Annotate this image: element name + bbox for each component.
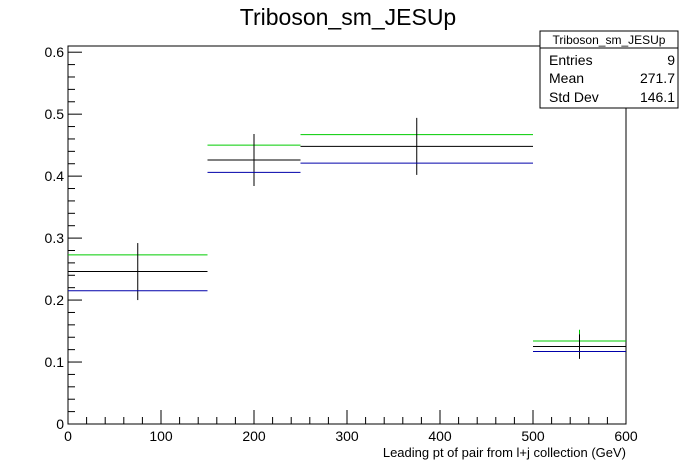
stats-stddev-value: 146.1 <box>640 89 675 105</box>
x-tick-label: 300 <box>335 428 359 444</box>
x-axis-title: Leading pt of pair from l+j collection (… <box>383 445 626 460</box>
stats-stddev-label: Std Dev <box>549 89 599 105</box>
series-group <box>68 134 626 342</box>
stats-box-title: Triboson_sm_JESUp <box>553 33 666 47</box>
x-tick-label: 0 <box>64 428 72 444</box>
y-tick-label: 0.3 <box>45 230 65 246</box>
x-tick-label: 600 <box>614 428 638 444</box>
chart-title: Triboson_sm_JESUp <box>240 4 456 30</box>
y-tick-label: 0.2 <box>45 292 65 308</box>
stats-entries-value: 9 <box>667 52 675 68</box>
histogram-series <box>68 117 626 359</box>
x-tick-label: 400 <box>428 428 452 444</box>
y-tick-label: 0.4 <box>45 168 65 184</box>
series-group <box>68 162 626 352</box>
y-tick-label: 0.6 <box>45 44 65 60</box>
y-tick-label: 0.1 <box>45 354 65 370</box>
y-axis: 0 0.1 0.2 0.3 0.4 0.5 0.6 <box>45 44 82 432</box>
error-bars-green <box>579 329 580 335</box>
x-tick-label: 100 <box>149 428 173 444</box>
x-tick-label: 500 <box>521 428 545 444</box>
x-axis: 0 100 200 300 400 500 600 <box>64 410 638 444</box>
stats-box-frame <box>539 30 679 109</box>
stats-entries-label: Entries <box>549 52 593 68</box>
y-tick-label: 0 <box>56 416 64 432</box>
stats-mean-label: Mean <box>549 70 584 86</box>
y-tick-label: 0.5 <box>45 106 65 122</box>
stats-box: Triboson_sm_JESUp Entries 9 Mean 271.7 S… <box>539 30 679 109</box>
stats-mean-value: 271.7 <box>640 70 675 86</box>
series-group <box>68 117 626 359</box>
x-tick-label: 200 <box>242 428 266 444</box>
